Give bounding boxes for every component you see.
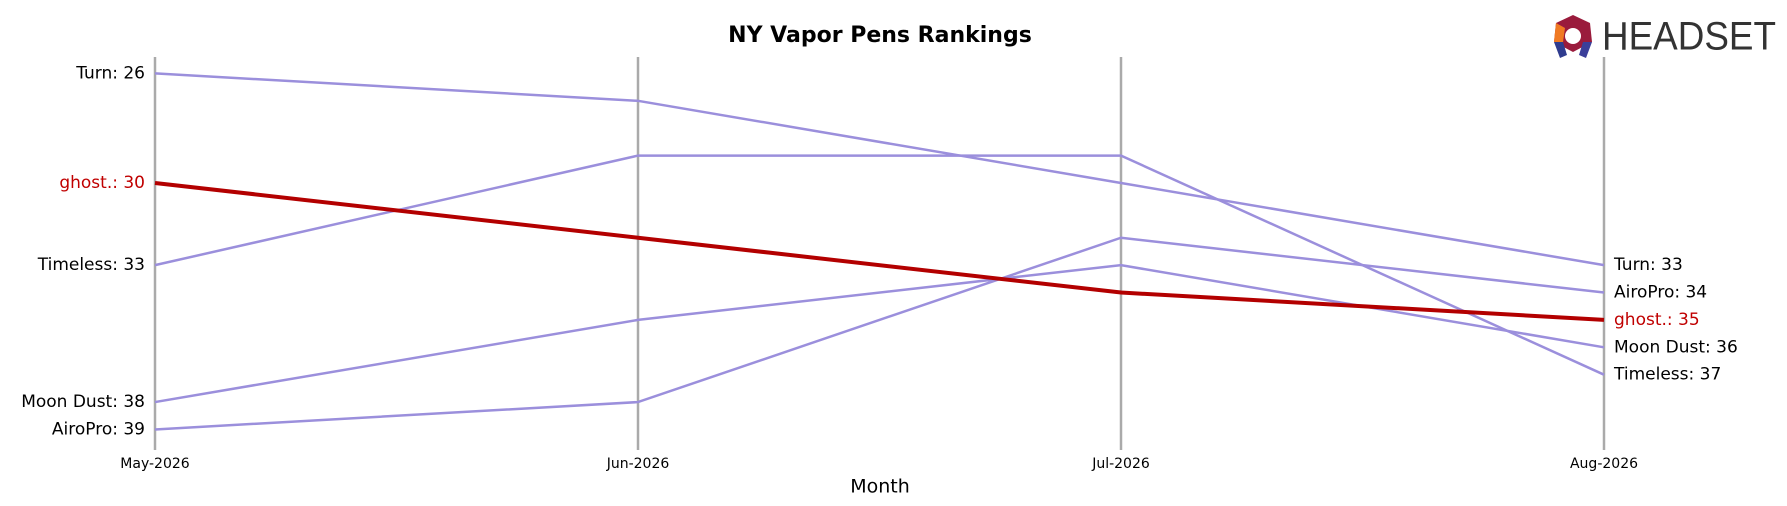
series-line bbox=[154, 236, 1605, 431]
logo-icon-part bbox=[1554, 42, 1567, 58]
value-label: AiroPro: 39 bbox=[52, 419, 145, 439]
value-label: Turn: 33 bbox=[1613, 255, 1683, 275]
x-tick-label: Jul-2026 bbox=[1091, 456, 1150, 472]
series-line bbox=[154, 180, 1605, 322]
value-label: Moon Dust: 38 bbox=[21, 392, 145, 412]
x-tick-label: Jun-2026 bbox=[606, 456, 670, 472]
value-label: ghost.: 35 bbox=[1614, 310, 1700, 330]
x-tick-label: May-2026 bbox=[120, 456, 189, 472]
series-line bbox=[154, 72, 1605, 267]
series-line bbox=[154, 263, 1605, 404]
x-axis-label: Month bbox=[850, 476, 910, 498]
logo-icon-part bbox=[1554, 23, 1565, 42]
logo-text: HEADSET bbox=[1602, 15, 1776, 59]
value-label: Timeless: 37 bbox=[1613, 365, 1721, 385]
x-tick-label: Aug-2026 bbox=[1570, 456, 1638, 472]
logo-icon-part bbox=[1579, 42, 1592, 58]
value-label: AiroPro: 34 bbox=[1614, 283, 1707, 303]
logo: HEADSET bbox=[1554, 15, 1776, 59]
value-label: Turn: 26 bbox=[75, 63, 145, 83]
value-label: ghost.: 30 bbox=[59, 173, 145, 193]
logo-icon-hole bbox=[1565, 28, 1581, 44]
value-label: Moon Dust: 36 bbox=[1614, 337, 1738, 357]
chart-title: NY Vapor Pens Rankings bbox=[728, 23, 1032, 48]
value-label: Timeless: 33 bbox=[37, 255, 145, 275]
